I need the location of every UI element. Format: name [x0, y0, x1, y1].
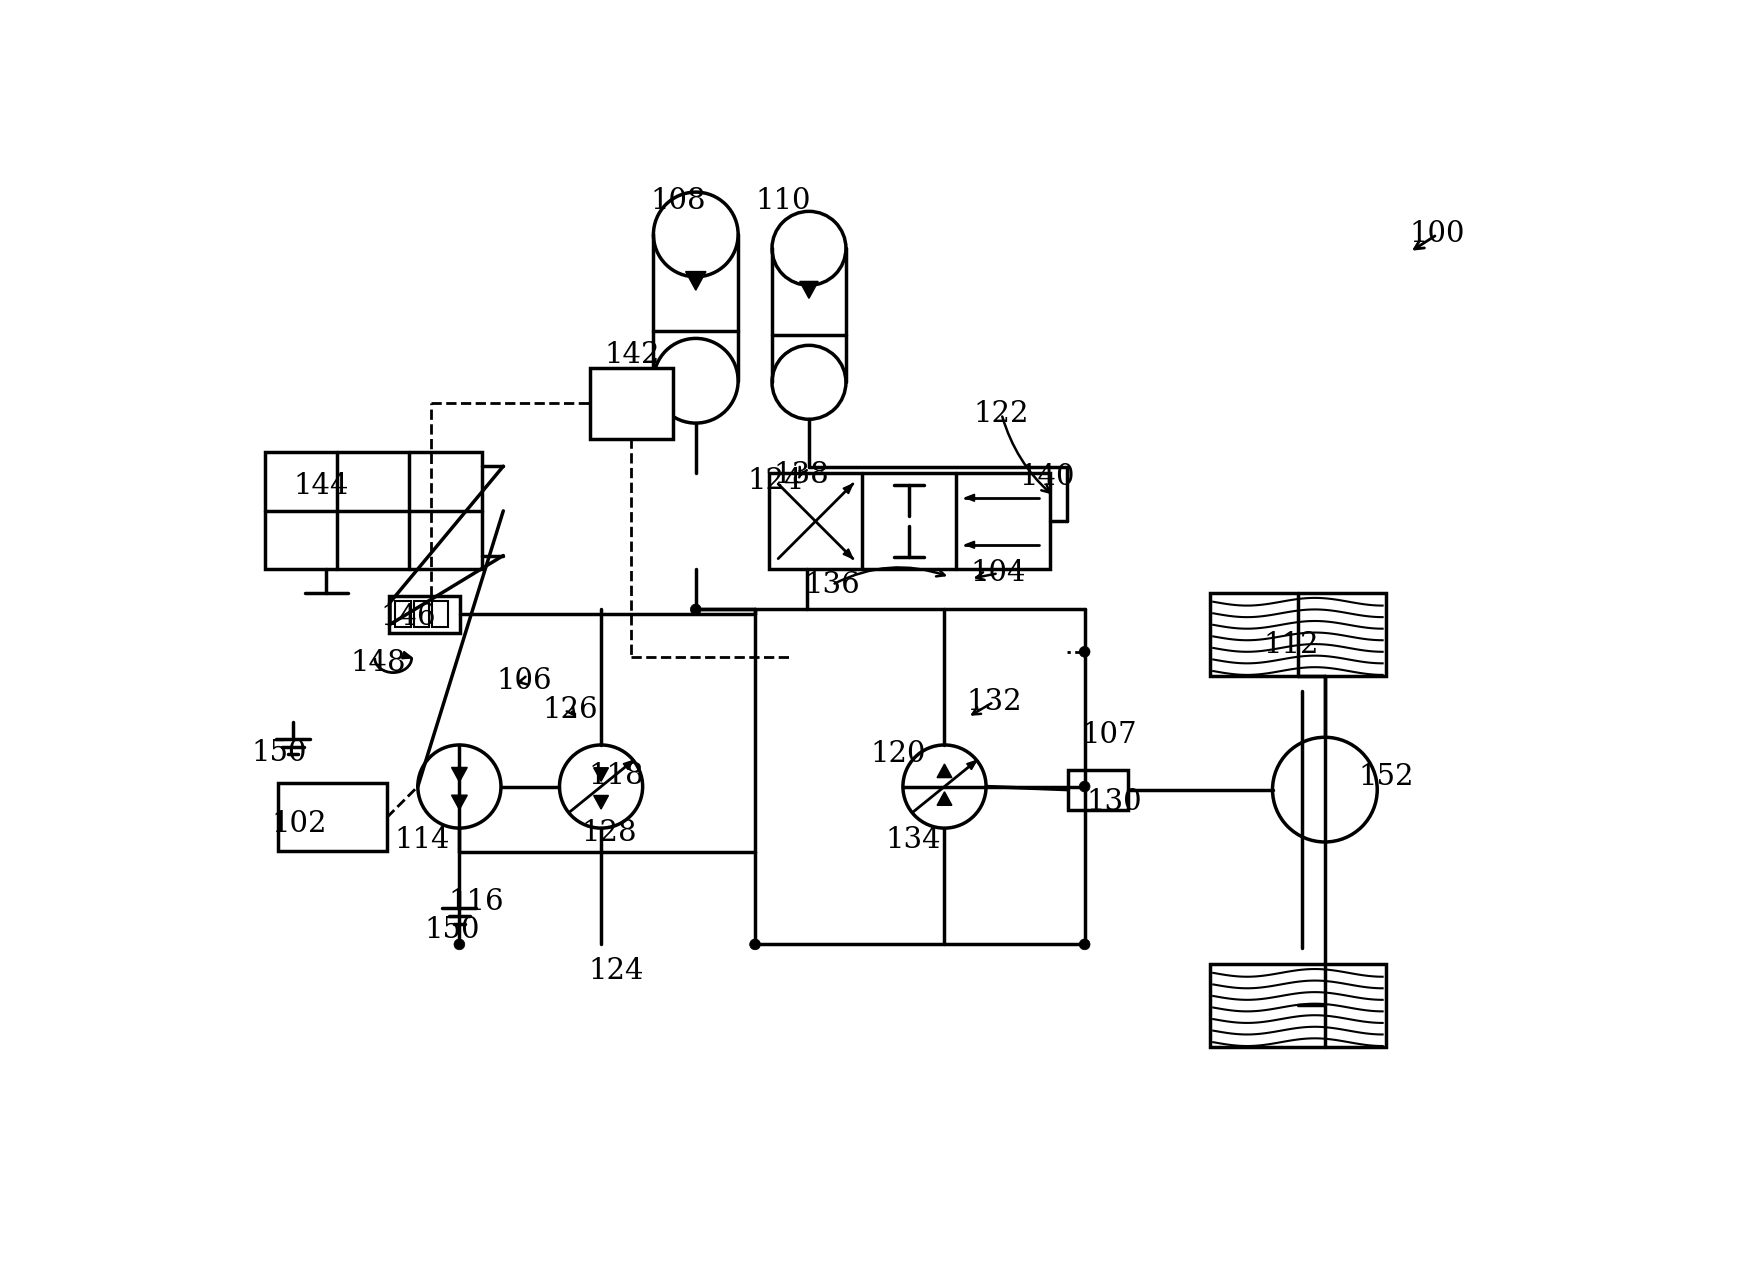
- Polygon shape: [938, 764, 952, 778]
- Polygon shape: [624, 760, 633, 769]
- Bar: [389, 595, 460, 632]
- Text: 108: 108: [650, 187, 706, 215]
- Text: 150: 150: [251, 739, 307, 767]
- Text: 142: 142: [605, 342, 659, 370]
- Circle shape: [690, 604, 701, 614]
- Text: 118: 118: [589, 762, 645, 790]
- Polygon shape: [938, 792, 952, 805]
- Text: 130: 130: [1086, 788, 1142, 815]
- Ellipse shape: [772, 346, 845, 420]
- Text: 102: 102: [272, 809, 328, 837]
- Text: 134: 134: [885, 827, 941, 855]
- Text: 122: 122: [974, 399, 1028, 428]
- Polygon shape: [451, 795, 467, 809]
- Bar: [432, 602, 448, 627]
- Text: 110: 110: [755, 187, 810, 215]
- Ellipse shape: [654, 192, 737, 276]
- Bar: [413, 602, 429, 627]
- Text: 112: 112: [1264, 631, 1319, 659]
- Polygon shape: [800, 282, 817, 298]
- Text: 114: 114: [394, 827, 450, 855]
- Polygon shape: [451, 768, 467, 782]
- Text: 146: 146: [380, 603, 436, 631]
- Bar: [265, 452, 481, 570]
- Bar: [755, 609, 1084, 945]
- Circle shape: [1079, 646, 1089, 657]
- Polygon shape: [401, 652, 413, 659]
- Bar: [396, 602, 411, 627]
- Text: 140: 140: [1020, 463, 1075, 492]
- Text: 148: 148: [350, 649, 406, 677]
- Polygon shape: [594, 768, 608, 781]
- Circle shape: [749, 940, 760, 950]
- Text: 106: 106: [497, 667, 553, 695]
- Bar: [589, 367, 673, 439]
- Circle shape: [1079, 940, 1089, 950]
- Text: 152: 152: [1360, 763, 1414, 791]
- Polygon shape: [967, 760, 976, 769]
- Circle shape: [453, 940, 465, 950]
- Polygon shape: [594, 795, 608, 809]
- Text: 120: 120: [870, 740, 926, 768]
- Ellipse shape: [772, 211, 845, 285]
- Text: 132: 132: [966, 687, 1021, 716]
- Text: 124: 124: [748, 467, 804, 495]
- Circle shape: [418, 745, 500, 828]
- Bar: [277, 783, 387, 851]
- Text: 126: 126: [542, 695, 598, 723]
- Polygon shape: [844, 484, 852, 494]
- Circle shape: [1079, 781, 1089, 792]
- Polygon shape: [966, 494, 974, 502]
- Circle shape: [1272, 737, 1377, 842]
- Ellipse shape: [654, 338, 737, 424]
- Circle shape: [903, 745, 987, 828]
- Text: 100: 100: [1410, 220, 1466, 248]
- Polygon shape: [685, 271, 706, 291]
- Bar: [1210, 964, 1386, 1047]
- Text: 150: 150: [424, 915, 479, 943]
- Bar: [1068, 769, 1128, 810]
- Text: 107: 107: [1081, 721, 1136, 749]
- Text: 104: 104: [971, 559, 1027, 588]
- Text: 124: 124: [589, 957, 645, 986]
- Circle shape: [560, 745, 643, 828]
- Bar: [1210, 593, 1386, 676]
- Text: 138: 138: [774, 462, 830, 489]
- Text: 144: 144: [293, 472, 349, 500]
- Polygon shape: [844, 549, 852, 558]
- Text: 136: 136: [804, 571, 859, 599]
- Text: 116: 116: [448, 888, 504, 916]
- Bar: [769, 474, 1049, 570]
- Polygon shape: [966, 541, 974, 548]
- Text: 128: 128: [580, 819, 636, 847]
